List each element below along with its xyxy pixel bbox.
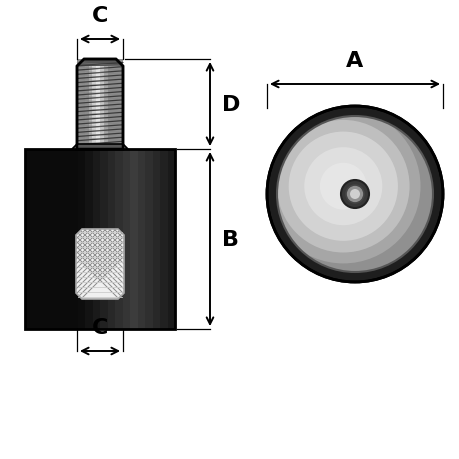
Bar — [107, 150, 115, 329]
Bar — [85, 150, 92, 329]
Text: C: C — [92, 6, 108, 26]
Bar — [119, 60, 123, 150]
Bar — [25, 150, 33, 329]
Bar — [104, 60, 107, 150]
Bar — [100, 60, 104, 150]
Bar — [88, 60, 92, 150]
Bar — [152, 150, 160, 329]
Bar — [25, 150, 174, 329]
Polygon shape — [77, 60, 123, 67]
Text: A: A — [346, 51, 363, 71]
Text: C: C — [92, 317, 108, 337]
Bar — [115, 150, 122, 329]
Ellipse shape — [288, 132, 397, 241]
Bar — [70, 150, 77, 329]
Bar — [96, 60, 100, 150]
Ellipse shape — [266, 107, 442, 282]
Polygon shape — [72, 145, 128, 150]
Bar — [92, 150, 100, 329]
Bar — [92, 60, 96, 150]
Bar — [77, 60, 81, 150]
Bar — [25, 150, 174, 329]
Bar — [115, 60, 119, 150]
Ellipse shape — [276, 117, 432, 272]
Circle shape — [345, 185, 363, 203]
Bar — [111, 60, 115, 150]
Bar — [122, 150, 130, 329]
Bar — [137, 150, 145, 329]
Bar — [33, 150, 40, 329]
Text: D: D — [222, 95, 240, 115]
Bar — [40, 150, 47, 329]
Bar — [84, 60, 88, 150]
Bar — [77, 60, 123, 150]
Ellipse shape — [319, 163, 366, 210]
Ellipse shape — [265, 110, 420, 264]
Bar — [167, 150, 174, 329]
Bar — [77, 150, 85, 329]
Ellipse shape — [276, 121, 409, 253]
Bar — [145, 150, 152, 329]
Circle shape — [349, 190, 359, 200]
Bar — [107, 60, 111, 150]
Bar — [47, 150, 55, 329]
Polygon shape — [76, 230, 124, 299]
Bar — [100, 150, 107, 329]
Bar — [130, 150, 137, 329]
Ellipse shape — [304, 148, 381, 226]
Bar — [55, 150, 62, 329]
Bar — [81, 60, 84, 150]
Bar — [62, 150, 70, 329]
Bar — [160, 150, 167, 329]
Text: B: B — [222, 230, 239, 249]
Circle shape — [340, 180, 368, 208]
